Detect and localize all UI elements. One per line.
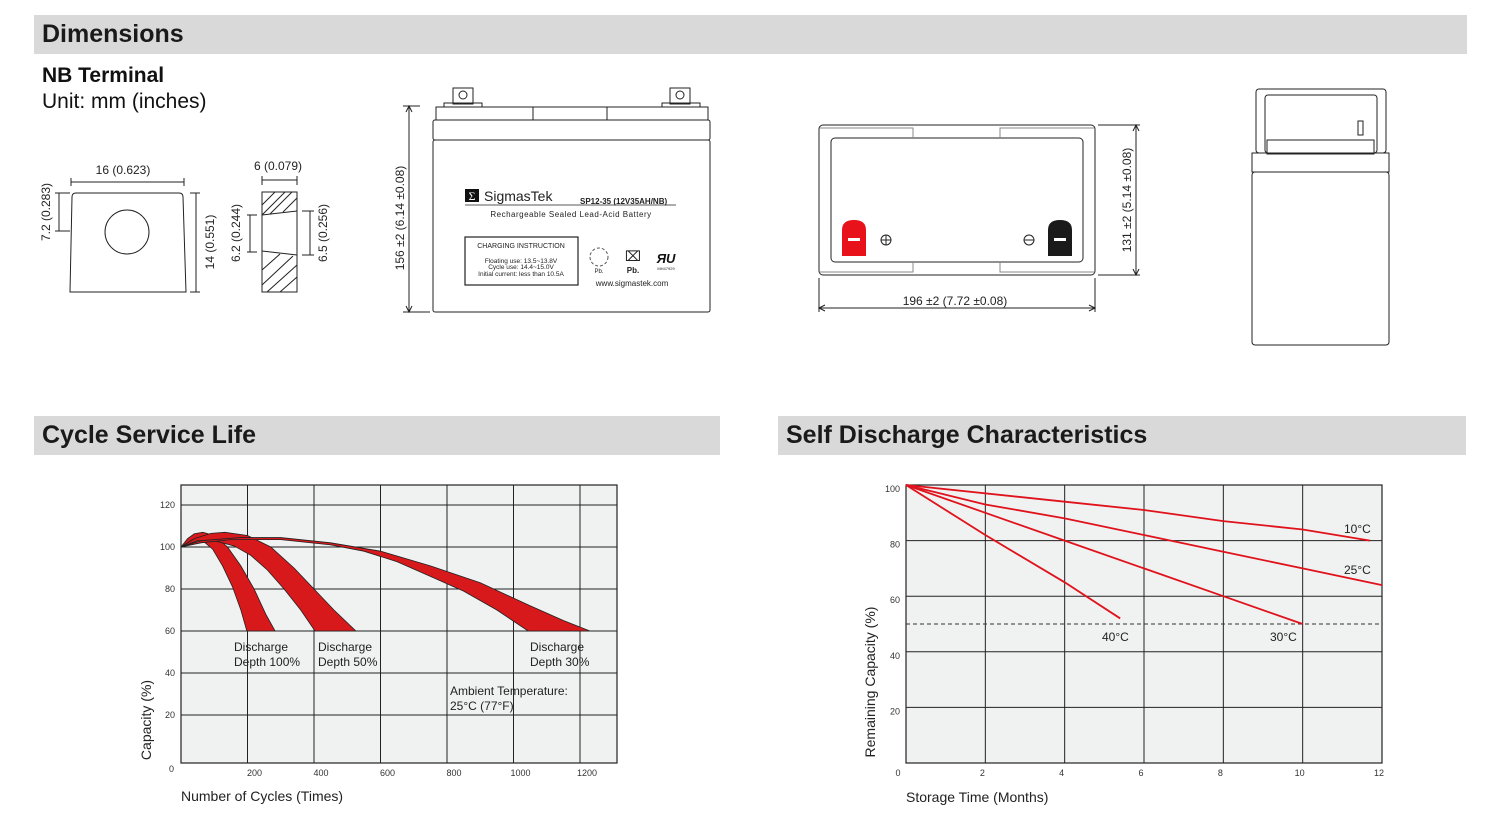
terminal-hole (104, 209, 150, 255)
y-tick-label: 80 (890, 540, 900, 550)
y-tick-label: 120 (160, 500, 175, 510)
cycle-band-1 (180, 531, 276, 632)
x-tick-label: 6 (1138, 768, 1143, 778)
terminal-height-dim: 14 (0.551) (203, 215, 217, 270)
battery-top-view (817, 123, 1140, 312)
ambient-annotation: 25°C (77°F) (450, 699, 514, 713)
x-tick-label: 4 (1059, 768, 1064, 778)
y-axis-label: Capacity (%) (138, 680, 154, 760)
svg-text:Pb.: Pb. (594, 269, 603, 275)
x-tick-label: 2 (980, 768, 985, 778)
battery-side-view (1251, 88, 1390, 346)
recycle-icon (589, 247, 609, 267)
x-tick-label: 12 (1374, 768, 1384, 778)
x-tick-label: 0 (895, 768, 900, 778)
x-tick-label: 8 (1218, 768, 1223, 778)
x-tick-label: 10 (1295, 768, 1305, 778)
terminal-front-outline (69, 192, 187, 293)
series-label: 10°C (1344, 522, 1371, 536)
crossed-bin-icon: ⌧ (625, 248, 641, 264)
series-label: Depth 100% (234, 655, 300, 669)
x-tick-label: 1200 (577, 768, 597, 778)
ul-mark-icon: ЯU (656, 251, 676, 266)
series-label: Discharge (530, 640, 584, 654)
y-tick-label: 100 (885, 484, 900, 494)
y-tick-label: 20 (165, 710, 175, 720)
discharge-line-30°C (905, 484, 1303, 625)
x-tick-label: 800 (446, 768, 461, 778)
terminal-side-outline (261, 191, 298, 293)
discharge-line-10°C (905, 484, 1371, 542)
discharge-line-40°C (905, 484, 1121, 620)
x-tick-label: 200 (247, 768, 262, 778)
charging-line: Initial current: less than 10.5A (478, 271, 564, 278)
terminal-width-dim: 16 (0.623) (96, 163, 151, 177)
unit-label: Unit: mm (inches) (42, 90, 207, 113)
battery-width-dim: 131 ±2 (5.14 ±0.08) (1120, 148, 1134, 253)
y-tick-label: 40 (165, 668, 175, 678)
battery-subtitle: Rechargeable Sealed Lead-Acid Battery (490, 210, 651, 219)
series-label: 40°C (1102, 630, 1129, 644)
y-tick-label: 20 (890, 706, 900, 716)
series-label: Depth 30% (530, 655, 590, 669)
sigma-logo-icon (465, 189, 479, 202)
series-label: 25°C (1344, 563, 1371, 577)
svg-text:Σ: Σ (469, 189, 476, 203)
svg-text:Pb.: Pb. (627, 266, 639, 275)
y-tick-label: 100 (160, 542, 175, 552)
y-tick-label: 60 (890, 595, 900, 605)
battery-front-view (403, 87, 711, 314)
svg-text:MH47929: MH47929 (657, 266, 675, 271)
terminal-hole-dim: 7.2 (0.283) (39, 183, 53, 241)
y-tick-label: 0 (169, 764, 174, 774)
slot-inner-dim: 6.2 (0.244) (229, 204, 243, 262)
x-axis-label: Storage Time (Months) (906, 789, 1048, 805)
series-label: 30°C (1270, 630, 1297, 644)
terminal-title: NB Terminal (42, 64, 165, 87)
cycle-band-3 (180, 537, 591, 632)
y-tick-label: 80 (165, 584, 175, 594)
section-title: Dimensions (42, 20, 184, 48)
section-header-dimensions: Dimensions (34, 15, 1467, 54)
charging-title: CHARGING INSTRUCTION (477, 243, 565, 250)
series-label: Discharge (318, 640, 372, 654)
ambient-annotation: Ambient Temperature: (450, 684, 568, 698)
model-name: SP12-35 (12V35AH/NB) (580, 197, 667, 206)
x-tick-label: 400 (313, 768, 328, 778)
series-label: Discharge (234, 640, 288, 654)
y-tick-label: 60 (165, 626, 175, 636)
y-axis-label: Remaining Capacity (%) (862, 607, 878, 758)
battery-height-dim: 156 ±2 (6.14 ±0.08) (393, 166, 407, 271)
cycle-band-2 (180, 531, 357, 632)
terminal-thickness-dim: 6 (0.079) (254, 159, 302, 173)
x-tick-label: 1000 (510, 768, 530, 778)
series-label: Depth 50% (318, 655, 378, 669)
charging-line: Floating use: 13.5~13.8V (485, 258, 558, 265)
x-axis-label: Number of Cycles (Times) (181, 788, 343, 804)
slot-outer-dim: 6.5 (0.256) (316, 204, 330, 262)
section-title: Self Discharge Characteristics (786, 421, 1148, 449)
section-header-cycle: Cycle Service Life (34, 416, 720, 455)
website: www.sigmastek.com (595, 279, 669, 288)
x-tick-label: 600 (380, 768, 395, 778)
charging-line: Cycle use: 14.4~15.0V (488, 264, 554, 271)
discharge-line-25°C (905, 484, 1383, 586)
section-header-self-discharge: Self Discharge Characteristics (778, 416, 1466, 455)
battery-length-dim: 196 ±2 (7.72 ±0.08) (903, 294, 1008, 308)
brand-name: SigmasTek (484, 188, 553, 204)
section-title: Cycle Service Life (42, 421, 257, 449)
y-tick-label: 40 (890, 651, 900, 661)
